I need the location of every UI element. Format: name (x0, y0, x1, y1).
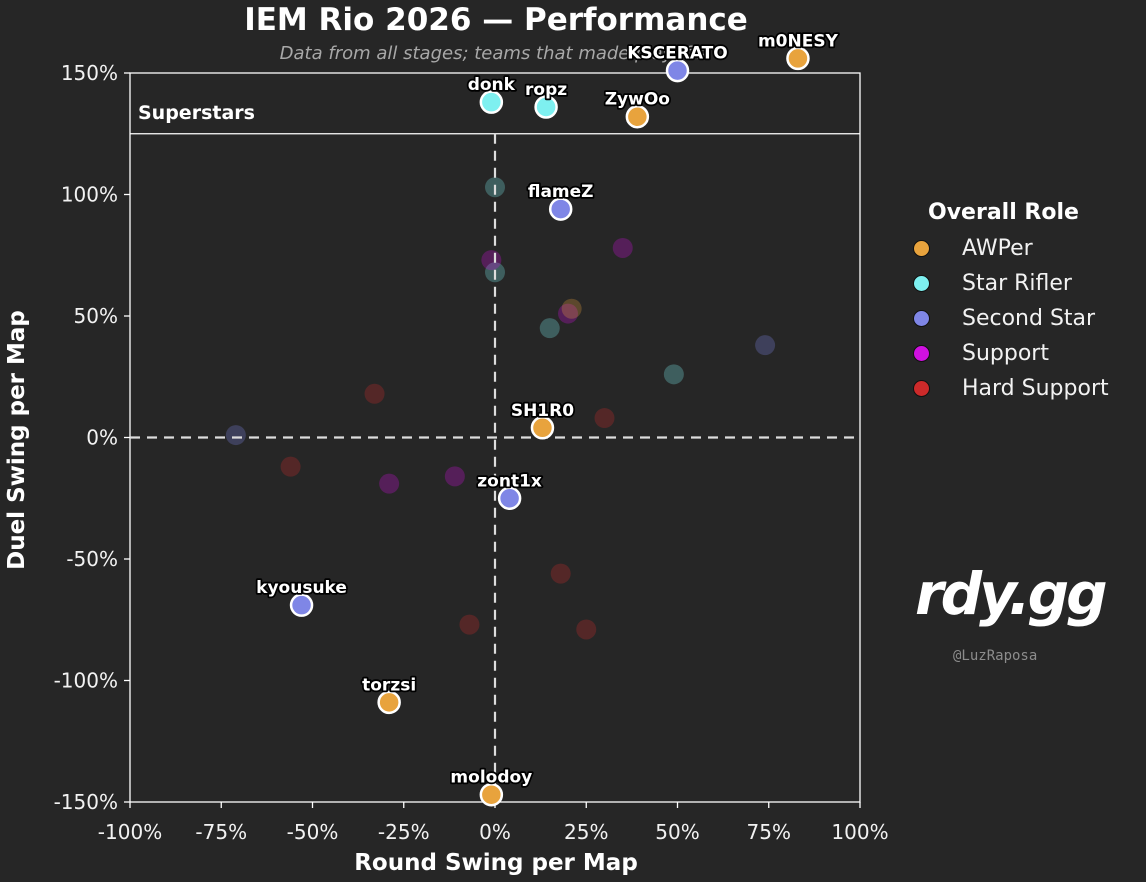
point-zywoo (625, 104, 650, 129)
x-tick-label: -100% (98, 820, 162, 844)
point-hard-support (594, 408, 615, 429)
y-tick-label: 100% (61, 183, 118, 207)
legend-swatch (913, 345, 930, 362)
legend-item-hard-support: Hard Support (905, 371, 1109, 406)
brand-logo: rdy.gg (915, 560, 1108, 628)
legend-label: AWPer (962, 236, 1033, 261)
legend-swatch (913, 310, 930, 327)
x-tick-label: 0% (479, 820, 511, 844)
superstars-region-label: Superstars (138, 102, 255, 124)
point-hard-support (280, 456, 301, 477)
point-hard-support (550, 563, 571, 584)
point-support (481, 250, 502, 271)
legend-swatch (913, 380, 930, 397)
point-support (444, 466, 465, 487)
author-handle: @LuzRaposa (953, 648, 1038, 664)
highlighted-points (289, 46, 810, 807)
label-zywoo: ZywOo (605, 90, 670, 110)
label-zont1x: zont1x (477, 471, 542, 491)
legend-item-support: Support (905, 336, 1109, 371)
y-tick-label: -100% (54, 669, 118, 693)
legend-swatch (913, 275, 930, 292)
point-kscerato (665, 58, 690, 83)
y-tick-label: -50% (66, 547, 118, 571)
x-tick-label: 75% (747, 820, 791, 844)
y-tick-label: 150% (61, 61, 118, 85)
point-hard-support (459, 614, 480, 635)
label-sh1r0: SH1R0 (511, 401, 574, 421)
label-flamez: flameZ (528, 182, 594, 202)
x-tick-label: 50% (655, 820, 699, 844)
y-tick-label: 50% (74, 304, 118, 328)
label-ropz: ropz (525, 80, 567, 100)
point-hard-support (364, 383, 385, 404)
y-axis-label: Duel Swing per Map (4, 310, 30, 570)
point-support (558, 303, 578, 324)
x-axis-label: Round Swing per Map (354, 850, 638, 876)
label-kyousuke: kyousuke (256, 578, 347, 598)
point-support (612, 237, 633, 258)
point-flamez (548, 197, 573, 221)
point-m0nesy (786, 46, 810, 71)
point-torzsi (377, 690, 401, 715)
point-awper (561, 298, 582, 319)
x-tick-label: -25% (378, 820, 430, 844)
label-molodoy: molodoy (450, 768, 532, 788)
point-star-rifler (663, 364, 684, 385)
background-points (225, 177, 776, 640)
x-tick-label: -50% (287, 820, 339, 844)
player-labels: m0NESY KSCERATO donk ropz ZywOo flameZ SH1R0 zo… (254, 30, 840, 790)
point-hard-support (576, 619, 597, 640)
legend-swatch (913, 240, 930, 257)
legend-item-star-rifler: Star Rifler (905, 266, 1109, 301)
point-donk (479, 90, 504, 114)
point-molodoy (479, 782, 504, 807)
label-torzsi: torzsi (362, 675, 416, 695)
legend-label: Second Star (962, 306, 1096, 331)
legend-item-awper: AWPer (905, 231, 1109, 266)
legend-title: Overall Role (928, 200, 1079, 225)
point-support (379, 473, 400, 494)
label-kscerato: KSCERATO (627, 44, 727, 64)
x-tick-label: -75% (195, 820, 247, 844)
point-zont1x (497, 486, 522, 510)
axis-ticks: -100% -75% -50% -25% 0% 25% 50% 75% 100% 150% 100%… (54, 61, 889, 844)
x-tick-label: 25% (564, 820, 608, 844)
legend: Overall Role AWPer Star Rifler Second St… (905, 200, 1109, 406)
label-m0nesy: m0NESY (758, 31, 839, 51)
x-tick-label: 100% (831, 820, 888, 844)
point-star-rifler (539, 318, 560, 339)
legend-label: Star Rifler (962, 271, 1072, 296)
point-second-star (225, 425, 246, 446)
legend-label: Hard Support (962, 376, 1109, 401)
point-kyousuke (289, 593, 314, 617)
legend-label: Support (962, 341, 1049, 366)
point-sh1r0 (530, 416, 555, 440)
point-second-star (755, 335, 776, 356)
point-ropz (534, 95, 558, 119)
chart-title: IEM Rio 2026 — Performance (244, 2, 748, 38)
y-tick-label: 0% (86, 426, 118, 450)
label-donk: donk (468, 75, 516, 95)
legend-item-second-star: Second Star (905, 301, 1109, 336)
chart-subtitle: Data from all stages; teams that made pl… (279, 43, 713, 64)
y-tick-label: -150% (54, 790, 118, 814)
